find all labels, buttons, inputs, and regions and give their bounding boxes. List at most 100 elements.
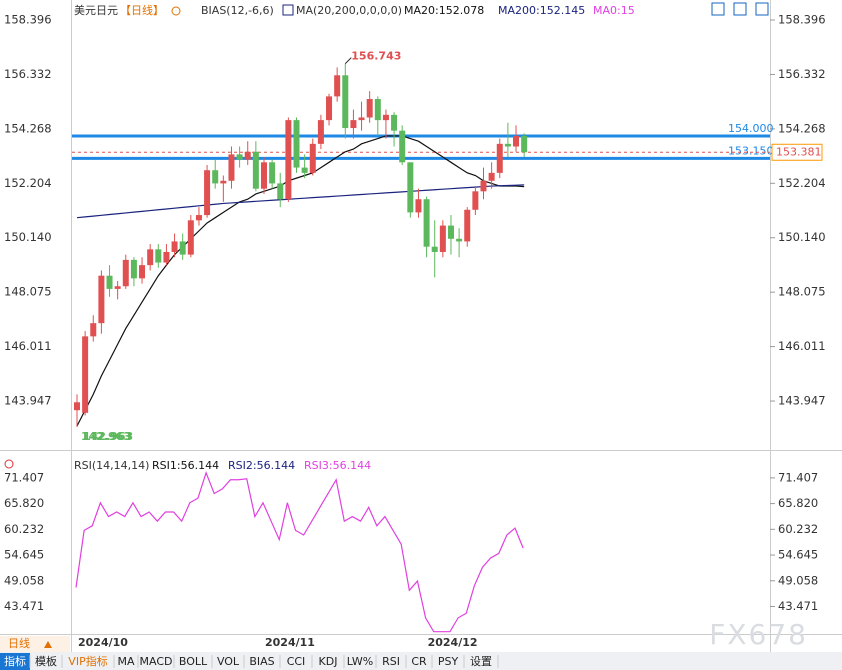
candle-body	[309, 143, 316, 173]
period: 【日线】	[120, 3, 164, 17]
candle-body	[285, 120, 292, 200]
watermark: FX678	[709, 618, 808, 651]
candle-body	[130, 259, 137, 279]
y-tick-label: 158.396	[778, 13, 826, 27]
toolbar-item[interactable]: VIP指标	[68, 654, 107, 668]
candle-body	[350, 120, 357, 129]
candle-body	[155, 249, 162, 263]
candle-body	[504, 143, 511, 147]
candle-body	[447, 225, 454, 239]
candle-body	[456, 238, 463, 242]
candle-body	[439, 225, 446, 252]
candle-body	[212, 170, 219, 184]
candle-body	[228, 154, 235, 181]
toolbar-active[interactable]	[0, 653, 30, 670]
candle-body	[204, 170, 211, 216]
ma-params: MA(20,200,0,0,0,0)	[296, 4, 402, 17]
candle-body	[488, 172, 495, 181]
candle-body	[326, 96, 333, 121]
candle-body	[90, 323, 97, 337]
toolbar-item[interactable]: 模板	[35, 654, 57, 668]
candle-body	[317, 120, 324, 144]
candle-body	[366, 99, 373, 118]
toolbar-item[interactable]: RSI	[382, 655, 400, 668]
candle-body	[301, 167, 308, 173]
candle-body	[391, 114, 398, 131]
candle-body	[342, 75, 349, 129]
y-tick-label: 71.407	[778, 470, 818, 484]
y-tick-label: 49.058	[778, 573, 818, 587]
y-tick-label: 43.471	[4, 599, 44, 613]
toolbar-item[interactable]: MACD	[140, 655, 173, 668]
candle-body	[139, 265, 146, 279]
level-label: 153.150	[728, 144, 774, 157]
y-tick-label: 43.471	[778, 599, 818, 613]
y-tick-label: 154.268	[778, 121, 826, 135]
toolbar-item[interactable]: PSY	[438, 655, 459, 668]
candle-body	[98, 275, 105, 324]
last-price-label: 153.381	[776, 145, 822, 158]
y-tick-label: 146.011	[778, 339, 826, 353]
candle-body	[187, 220, 194, 255]
x-tick-label: 2024/10	[78, 636, 128, 649]
candle-body	[269, 162, 276, 184]
toolbar-item[interactable]: 设置	[470, 655, 492, 668]
candle-body	[399, 130, 406, 163]
period-tab[interactable]: 日线	[8, 636, 30, 650]
y-tick-label: 158.396	[4, 13, 52, 27]
y-tick-label: 49.058	[4, 573, 44, 587]
candle-body	[472, 191, 479, 210]
y-tick-label: 71.407	[4, 470, 44, 484]
candle-body	[122, 259, 129, 287]
legend-entry: RSI3:56.144	[304, 459, 371, 472]
y-tick-label: 54.645	[4, 548, 44, 562]
toolbar-item[interactable]: BIAS	[249, 655, 274, 668]
toolbar-item[interactable]: CR	[411, 655, 427, 668]
candle-body	[260, 162, 267, 189]
candle-body	[334, 75, 341, 97]
toolbar-item[interactable]: KDJ	[319, 655, 338, 668]
candle-body	[521, 135, 528, 153]
toolbar-item[interactable]: MA	[117, 655, 134, 668]
ma-line	[76, 135, 525, 427]
marker	[344, 57, 352, 64]
high-annotation: 156.743	[351, 50, 401, 63]
icon	[282, 4, 294, 16]
icon[interactable]	[755, 2, 769, 16]
candle-body	[431, 246, 438, 252]
y-tick-label: 154.268	[4, 121, 52, 135]
icon	[44, 641, 52, 648]
toolbar-item[interactable]: BOLL	[179, 655, 208, 668]
ma-line	[76, 184, 525, 219]
legend-entry: RSI2:56.144	[228, 459, 295, 472]
x-tick-label: 2024/11	[265, 636, 315, 649]
icon[interactable]	[733, 2, 747, 16]
candle-body	[374, 99, 381, 121]
indicator: BIAS(12,-6,6)	[201, 4, 274, 17]
toolbar-item[interactable]: 指标	[4, 654, 26, 668]
y-tick-label: 60.232	[4, 522, 44, 536]
icon	[171, 6, 181, 16]
symbol: 美元日元	[74, 4, 118, 17]
y-tick-label: 143.947	[778, 394, 826, 408]
low-annotation: 142.963	[81, 430, 131, 443]
candle-body	[236, 154, 243, 160]
toolbar-item[interactable]: VOL	[217, 655, 240, 668]
legend-entry: MA20:152.078	[404, 4, 484, 17]
period-tab-bg[interactable]	[0, 636, 70, 652]
toolbar-item[interactable]: LW%	[347, 655, 373, 668]
y-tick-label: 148.075	[4, 285, 52, 299]
candle-body	[496, 143, 503, 173]
toolbar-item[interactable]: CCI	[287, 655, 306, 668]
candle-body	[163, 251, 170, 263]
rsi-line	[75, 471, 524, 633]
y-tick-label: 65.820	[4, 496, 44, 510]
icon[interactable]	[711, 2, 725, 16]
candle-body	[513, 135, 520, 147]
candle-body	[171, 241, 178, 252]
candle-body	[277, 183, 284, 200]
candle-body	[293, 120, 300, 168]
y-tick-label: 156.332	[778, 67, 826, 81]
y-tick-label: 156.332	[4, 67, 52, 81]
ma0: MA0:15	[593, 4, 635, 17]
